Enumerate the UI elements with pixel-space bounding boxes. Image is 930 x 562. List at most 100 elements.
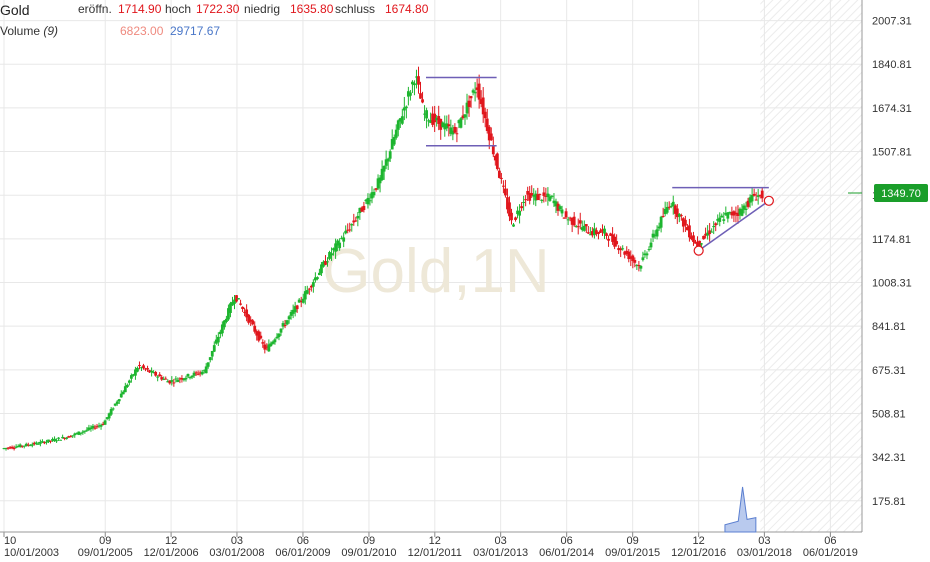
candle-body — [257, 331, 261, 341]
candle-body — [663, 208, 667, 215]
candle-body — [241, 306, 244, 310]
candle-body — [285, 320, 289, 325]
candle-body — [184, 377, 188, 380]
candles — [2, 66, 764, 451]
candle-body — [481, 97, 485, 115]
candle-body — [164, 378, 168, 380]
volume-indicator-label: Volume (9) — [0, 24, 58, 38]
candle-body — [134, 369, 137, 376]
candle-body — [617, 248, 621, 251]
candle-body — [718, 217, 722, 222]
candle-body — [182, 378, 186, 381]
candle-body — [73, 433, 77, 436]
x-tick-top-label: 06 — [824, 535, 836, 547]
candle-body — [358, 207, 362, 213]
candle-body — [275, 336, 279, 339]
candle-body — [101, 423, 105, 425]
x-tick-top-label: 03 — [495, 535, 507, 547]
candle-body — [657, 226, 661, 229]
candle-body — [609, 233, 612, 236]
candle-body — [508, 202, 511, 217]
candle-body — [582, 225, 586, 231]
candle-body — [380, 168, 384, 181]
candle-body — [162, 378, 166, 380]
x-date-label: 10/01/2003 — [4, 547, 59, 559]
candle-body — [465, 102, 469, 114]
candle-body — [91, 425, 95, 429]
candle-body — [97, 425, 101, 427]
candle-body — [530, 193, 534, 196]
candle-body — [18, 444, 22, 448]
candle-body — [279, 328, 283, 333]
candle-body — [354, 220, 358, 222]
candle-body — [81, 431, 85, 433]
candle-body — [429, 120, 433, 123]
candle-body — [546, 193, 550, 198]
candle-body — [746, 200, 750, 207]
candle-body — [588, 234, 592, 236]
candle-body — [322, 261, 325, 267]
candle-body — [55, 440, 58, 442]
candle-body — [631, 255, 635, 262]
candle-body — [750, 195, 754, 202]
candle-body — [493, 155, 497, 161]
candle-body — [568, 217, 572, 219]
candle-body — [457, 120, 461, 124]
candle-body — [455, 133, 459, 135]
candle-body — [560, 209, 564, 214]
candle-body — [265, 346, 269, 348]
candle-body — [47, 439, 50, 443]
candle-body — [439, 118, 443, 130]
candle-body — [651, 233, 655, 238]
candle-body — [170, 380, 174, 382]
candle-body — [190, 375, 194, 378]
candle-body — [400, 116, 404, 124]
candle-body — [671, 201, 675, 207]
candle-body — [641, 257, 645, 261]
candle-body — [738, 208, 742, 215]
candle-body — [269, 343, 273, 347]
candle-body — [204, 366, 208, 374]
candle-body — [538, 193, 542, 195]
candle-body — [315, 277, 319, 280]
candle-body — [216, 336, 220, 343]
candle-body — [178, 378, 182, 380]
candle-body — [590, 231, 594, 236]
candle-body — [613, 236, 617, 247]
candle-body — [119, 393, 123, 398]
candle-body — [720, 215, 724, 218]
candle-body — [140, 367, 143, 369]
candle-body — [146, 368, 149, 370]
candle-body — [93, 427, 97, 429]
candle-body — [520, 206, 524, 209]
candle-body — [53, 438, 56, 442]
candle-body — [289, 311, 293, 316]
last-price-label: 1349.70 — [881, 188, 921, 200]
y-tick-label: 675.31 — [872, 365, 906, 377]
candle-body — [49, 440, 52, 442]
candle-body — [364, 199, 368, 202]
candle-body — [473, 92, 477, 94]
candle-body — [340, 237, 344, 239]
candle-body — [700, 243, 703, 245]
candle-body — [28, 445, 32, 447]
candle-body — [415, 76, 418, 78]
y-tick-label: 175.81 — [872, 496, 906, 508]
candle-body — [443, 123, 447, 130]
candle-body — [714, 223, 718, 226]
candle-body — [688, 225, 691, 238]
candle-body — [708, 230, 712, 235]
candle-body — [378, 177, 382, 184]
candle-body — [374, 188, 378, 190]
candle-body — [206, 362, 210, 367]
candle-body — [129, 375, 133, 379]
candle-body — [16, 446, 20, 448]
candle-body — [686, 227, 689, 231]
candle-body — [198, 372, 202, 374]
candle-body — [174, 378, 178, 380]
x-date-label: 09/01/2005 — [78, 547, 133, 559]
x-date-label: 03/01/2018 — [737, 547, 792, 559]
x-date-label: 12/01/2006 — [144, 547, 199, 559]
candle-body — [534, 193, 538, 201]
